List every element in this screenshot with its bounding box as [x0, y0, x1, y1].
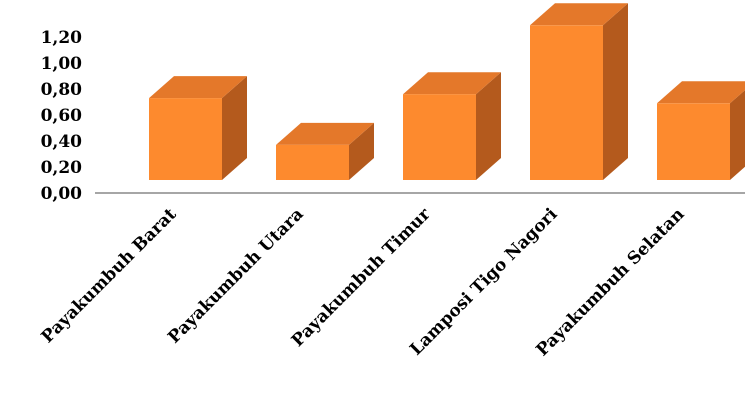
y-tick-label: 0,20	[41, 158, 83, 178]
y-tick-label: 1,20	[41, 28, 83, 48]
bar-5	[657, 81, 745, 180]
x-category-label: Payakumbuh Utara	[164, 204, 307, 347]
x-category-label: Payakumbuh Barat	[38, 204, 181, 347]
bar-top	[276, 122, 374, 145]
bar-top	[530, 3, 628, 26]
bar-1	[149, 76, 247, 180]
y-tick-label: 0,80	[41, 80, 83, 100]
bar-side	[476, 72, 501, 180]
y-tick-label: 0,40	[41, 132, 83, 152]
bar-side	[222, 76, 247, 180]
bar-top	[657, 81, 745, 104]
y-tick-label: 1,00	[41, 54, 83, 74]
bar-front	[149, 98, 222, 180]
x-category-label: Payakumbuh Timur	[288, 204, 435, 351]
x-category-label: Lamposi Tigo Nagori	[406, 204, 562, 360]
x-category-label: Payakumbuh Selatan	[532, 204, 688, 360]
bar-top	[403, 72, 501, 95]
bar-side	[603, 3, 628, 180]
bar-3	[403, 72, 501, 180]
bar-front	[657, 103, 730, 180]
bar-side	[730, 90, 745, 180]
y-tick-label: 0,00	[41, 184, 83, 204]
bar-front	[530, 25, 603, 180]
bars	[149, 3, 745, 180]
bar-top	[149, 76, 247, 99]
y-tick-label: 0,60	[41, 106, 83, 126]
bar-front	[276, 144, 349, 180]
bar-side	[349, 122, 374, 180]
y-axis-ticks: 0,00 0,20 0,40 0,60 0,80 1,00 1,20	[41, 28, 83, 204]
bar-front	[403, 94, 476, 180]
bar-4	[530, 3, 628, 180]
bar-2	[276, 122, 374, 180]
